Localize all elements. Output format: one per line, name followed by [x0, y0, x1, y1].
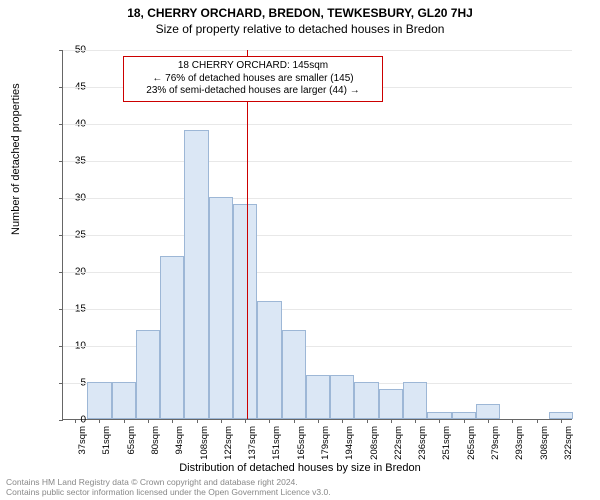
- x-tick-mark: [512, 419, 513, 423]
- x-tick-label: 322sqm: [563, 426, 574, 460]
- x-tick-mark: [197, 419, 198, 423]
- annotation-line-3: 23% of semi-detached houses are larger (…: [130, 85, 376, 98]
- histogram-bar: [379, 389, 403, 419]
- x-tick-mark: [537, 419, 538, 423]
- x-tick-label: 293sqm: [514, 426, 525, 460]
- x-tick-label: 137sqm: [247, 426, 258, 460]
- footer-attribution: Contains HM Land Registry data © Crown c…: [6, 478, 331, 498]
- x-tick-mark: [488, 419, 489, 423]
- x-tick-mark: [221, 419, 222, 423]
- annotation-line-2: ← 76% of detached houses are smaller (14…: [130, 73, 376, 86]
- histogram-bar: [257, 301, 281, 419]
- plot-area: 18 CHERRY ORCHARD: 145sqm ← 76% of detac…: [62, 50, 572, 420]
- x-tick-label: 122sqm: [223, 426, 234, 460]
- x-tick-mark: [294, 419, 295, 423]
- x-tick-mark: [269, 419, 270, 423]
- x-tick-mark: [464, 419, 465, 423]
- x-tick-mark: [124, 419, 125, 423]
- x-tick-mark: [245, 419, 246, 423]
- x-tick-label: 194sqm: [344, 426, 355, 460]
- histogram-bar: [354, 382, 378, 419]
- x-tick-label: 308sqm: [539, 426, 550, 460]
- histogram-bar: [209, 197, 233, 419]
- x-tick-mark: [99, 419, 100, 423]
- x-tick-label: 108sqm: [199, 426, 210, 460]
- histogram-bar: [427, 412, 451, 419]
- x-tick-label: 51sqm: [101, 426, 112, 455]
- chart-title-address: 18, CHERRY ORCHARD, BREDON, TEWKESBURY, …: [0, 6, 600, 20]
- x-tick-mark: [318, 419, 319, 423]
- annotation-line-1: 18 CHERRY ORCHARD: 145sqm: [130, 60, 376, 73]
- x-tick-label: 37sqm: [77, 426, 88, 455]
- x-tick-mark: [148, 419, 149, 423]
- histogram-bar: [306, 375, 330, 419]
- chart-subtitle: Size of property relative to detached ho…: [0, 22, 600, 36]
- reference-line: [247, 50, 248, 419]
- x-tick-label: 251sqm: [441, 426, 452, 460]
- x-tick-label: 151sqm: [271, 426, 282, 460]
- histogram-bar: [452, 412, 476, 419]
- x-axis-label: Distribution of detached houses by size …: [0, 462, 600, 474]
- footer-line-2: Contains public sector information licen…: [6, 488, 331, 498]
- histogram-bars: [63, 50, 572, 419]
- x-tick-label: 179sqm: [320, 426, 331, 460]
- x-tick-label: 222sqm: [393, 426, 404, 460]
- x-tick-label: 80sqm: [150, 426, 161, 455]
- histogram-bar: [549, 412, 573, 419]
- histogram-bar: [160, 256, 184, 419]
- x-tick-label: 236sqm: [417, 426, 428, 460]
- x-tick-mark: [367, 419, 368, 423]
- chart-area: 18 CHERRY ORCHARD: 145sqm ← 76% of detac…: [62, 50, 572, 420]
- histogram-bar: [476, 404, 500, 419]
- histogram-bar: [282, 330, 306, 419]
- x-tick-mark: [439, 419, 440, 423]
- x-tick-label: 65sqm: [126, 426, 137, 455]
- y-axis-label: Number of detached properties: [10, 83, 22, 235]
- x-tick-mark: [415, 419, 416, 423]
- histogram-bar: [403, 382, 427, 419]
- histogram-bar: [184, 130, 208, 419]
- x-tick-label: 94sqm: [174, 426, 185, 455]
- x-tick-mark: [342, 419, 343, 423]
- x-tick-label: 265sqm: [466, 426, 477, 460]
- x-tick-mark: [561, 419, 562, 423]
- x-tick-label: 279sqm: [490, 426, 501, 460]
- histogram-bar: [233, 204, 257, 419]
- x-tick-label: 165sqm: [296, 426, 307, 460]
- x-tick-mark: [172, 419, 173, 423]
- annotation-box: 18 CHERRY ORCHARD: 145sqm ← 76% of detac…: [123, 56, 383, 102]
- histogram-bar: [112, 382, 136, 419]
- x-tick-label: 208sqm: [369, 426, 380, 460]
- histogram-bar: [87, 382, 111, 419]
- histogram-bar: [330, 375, 354, 419]
- histogram-bar: [136, 330, 160, 419]
- x-tick-mark: [391, 419, 392, 423]
